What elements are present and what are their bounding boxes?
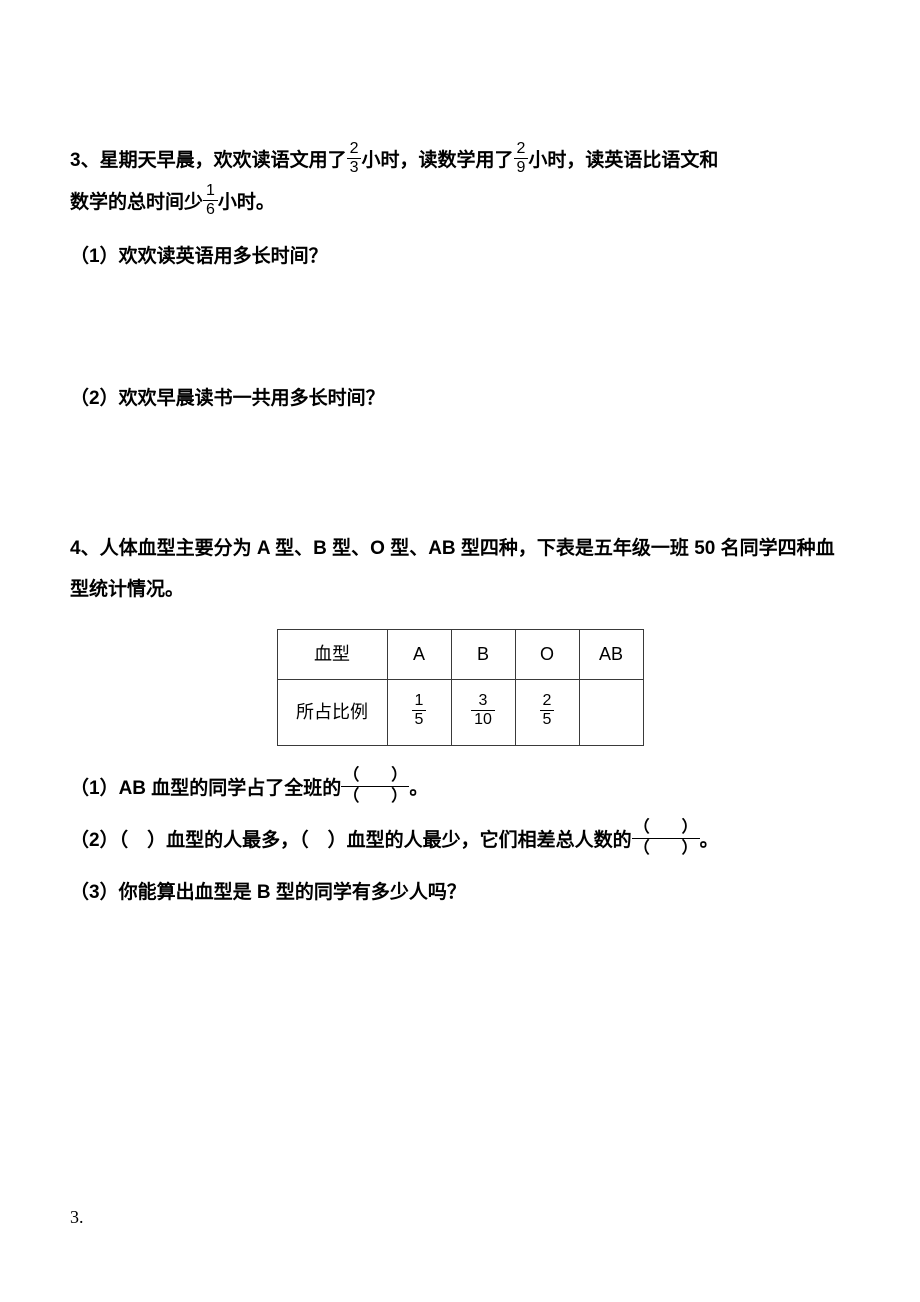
q3-t5: 小时。	[218, 192, 275, 213]
q3-t2: 小时，读数学用了	[361, 150, 513, 171]
cell-o: 25	[515, 679, 579, 745]
q4-sub1: （1）AB 血型的同学占了全班的（ ）（ ）。	[70, 770, 850, 808]
q4-sub3: （3）你能算出血型是 B 型的同学有多少人吗？	[70, 874, 850, 912]
th-label: 血型	[277, 630, 387, 680]
cell-a: 15	[387, 679, 451, 745]
row-ratio-label: 所占比例	[277, 679, 387, 745]
cell-ab	[579, 679, 643, 745]
q3-t4: 数学的总时间少	[70, 192, 203, 213]
frac-paren-1: （ ）（ ）	[341, 768, 409, 805]
q3-sub1: （1）欢欢读英语用多长时间？	[70, 238, 850, 276]
frac-2-3: 23	[347, 141, 362, 176]
frac-1-6: 16	[203, 183, 218, 218]
cell-b: 310	[451, 679, 515, 745]
q3-para: 3、星期天早晨，欢欢读语文用了23小时，读数学用了29小时，读英语比语文和 数学…	[70, 140, 850, 224]
q3-t3: 小时，读英语比语文和	[528, 150, 718, 171]
footer-number: 3.	[70, 1203, 84, 1232]
q3-sub2: （2）欢欢早晨读书一共用多长时间？	[70, 380, 850, 418]
blood-type-table: 血型 A B O AB 所占比例 15 310 25	[277, 629, 644, 746]
th-b: B	[451, 630, 515, 680]
q4-sub2: （2）（ ）血型的人最多，（ ）血型的人最少，它们相差总人数的（ ）（ ）。	[70, 822, 850, 860]
q4-para: 4、人体血型主要分为 A 型、B 型、O 型、AB 型四种，下表是五年级一班 5…	[70, 528, 850, 612]
th-ab: AB	[579, 630, 643, 680]
blood-type-table-wrap: 血型 A B O AB 所占比例 15 310 25	[70, 629, 850, 746]
frac-2-9: 29	[514, 141, 529, 176]
q3-t1: 3、星期天早晨，欢欢读语文用了	[70, 150, 347, 171]
frac-paren-2: （ ）（ ）	[632, 820, 700, 857]
th-a: A	[387, 630, 451, 680]
th-o: O	[515, 630, 579, 680]
